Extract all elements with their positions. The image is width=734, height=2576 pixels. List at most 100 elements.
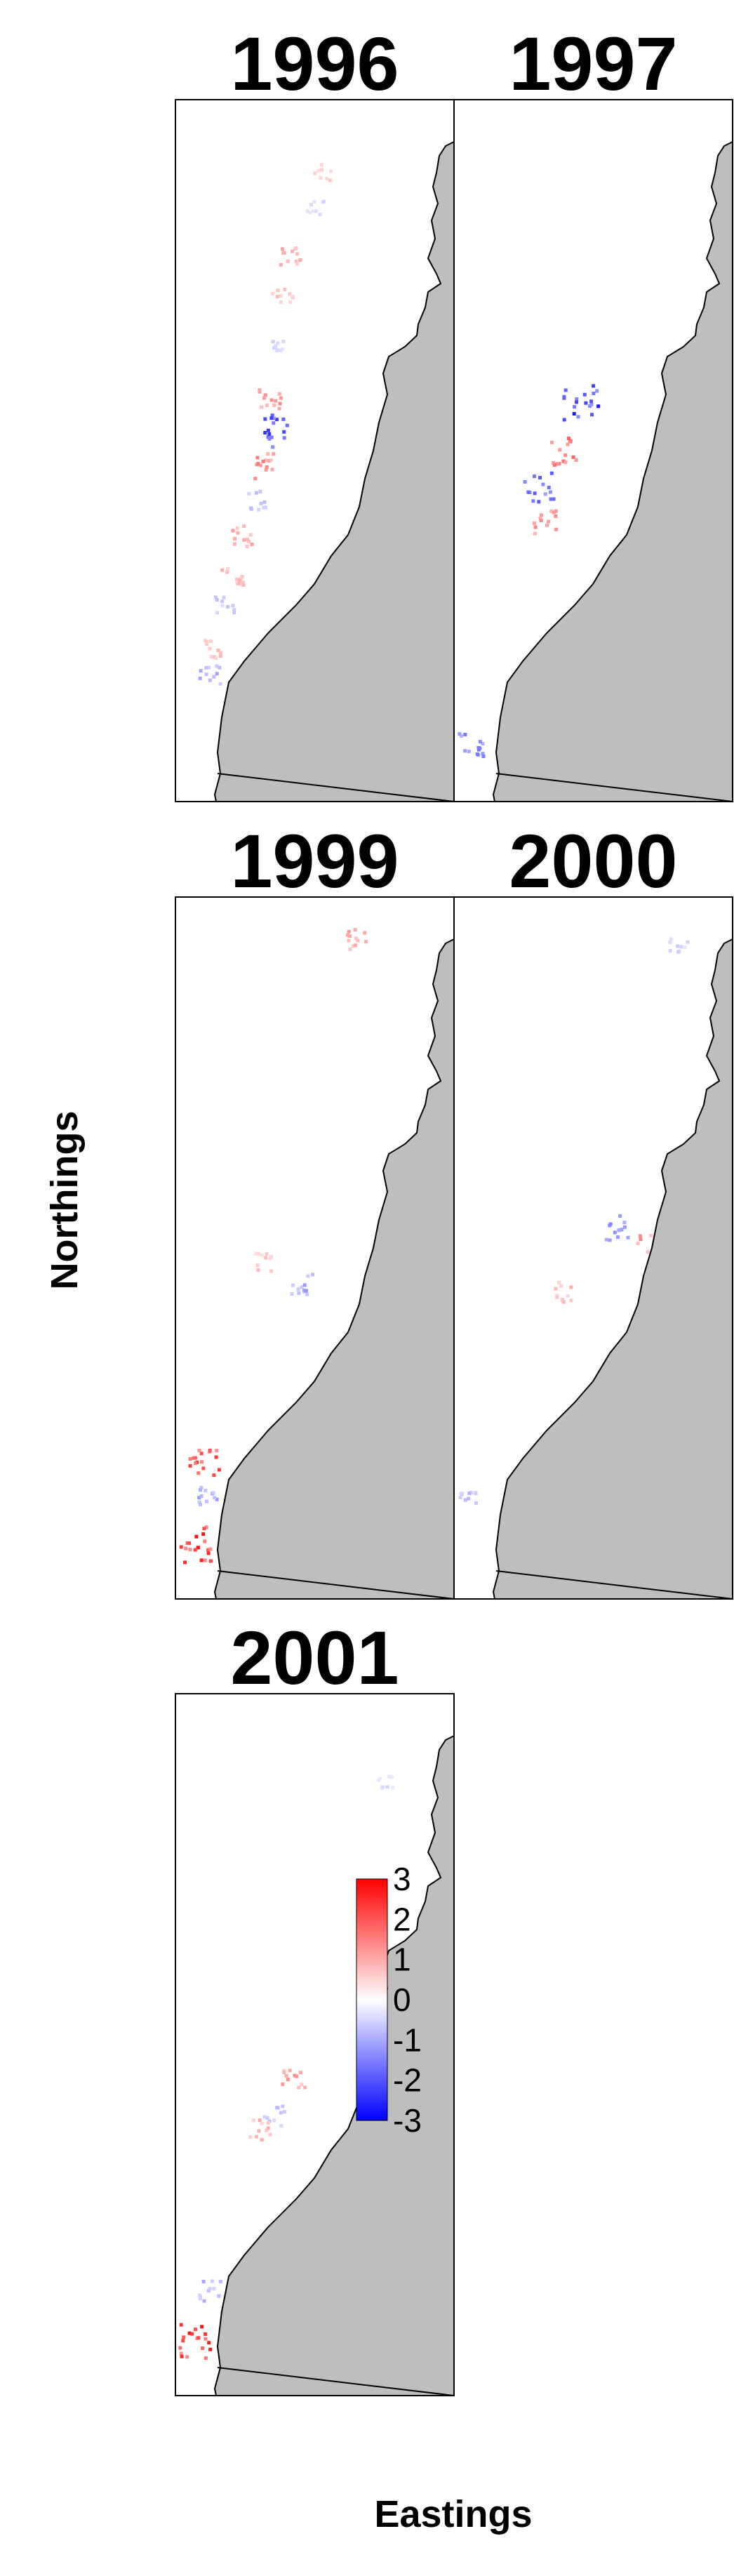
anomaly-cell — [554, 509, 558, 513]
anomaly-cell — [185, 2355, 189, 2359]
anomaly-cell — [277, 406, 281, 411]
anomaly-cell — [253, 477, 258, 481]
anomaly-cell — [215, 672, 219, 676]
anomaly-cell — [284, 2073, 288, 2078]
anomaly-cell — [215, 611, 220, 615]
anomaly-cell — [233, 542, 236, 546]
anomaly-cell — [256, 462, 260, 466]
anomaly-cell — [281, 247, 284, 251]
anomaly-cell — [279, 263, 283, 267]
anomaly-cell — [199, 669, 203, 673]
anomaly-cell — [254, 491, 258, 495]
anomaly-cell — [318, 213, 322, 217]
anomaly-cell — [622, 1221, 627, 1225]
anomaly-cell — [196, 1546, 200, 1550]
anomaly-cell — [241, 580, 245, 585]
anomaly-cell — [247, 540, 251, 543]
anomaly-cell — [363, 931, 367, 935]
panel-title: 2000 — [509, 818, 677, 903]
anomaly-cell — [203, 639, 207, 643]
anomaly-cell — [540, 513, 543, 517]
anomaly-cell — [272, 416, 276, 420]
anomaly-cell — [304, 1289, 308, 1293]
anomaly-cell — [476, 746, 481, 750]
anomaly-cell — [235, 581, 239, 585]
anomaly-cell — [188, 1457, 192, 1461]
anomaly-cell — [226, 604, 230, 609]
anomaly-cell — [575, 397, 579, 401]
anomaly-cell — [686, 940, 690, 944]
anomaly-cell — [203, 1539, 207, 1543]
anomaly-cell — [563, 453, 568, 457]
anomaly-cell — [222, 595, 226, 599]
anomaly-cell — [556, 1280, 561, 1284]
anomaly-cell — [250, 543, 254, 547]
panel-frame — [175, 1693, 455, 2396]
anomaly-cell — [263, 431, 267, 434]
x-axis-label: Eastings — [374, 2493, 532, 2535]
anomaly-cell — [279, 396, 283, 400]
anomaly-cell — [258, 489, 262, 493]
anomaly-cell — [272, 2118, 276, 2123]
anomaly-cell — [328, 178, 332, 182]
anomaly-cell — [182, 2335, 186, 2339]
anomaly-cell — [258, 2118, 262, 2123]
anomaly-cell — [203, 2332, 208, 2336]
anomaly-cell — [467, 1492, 472, 1495]
anomaly-cell — [291, 249, 294, 253]
anomaly-cell — [180, 2354, 184, 2358]
panels-layer: 1996 1997 1999 2000 2001 — [175, 21, 733, 2396]
anomaly-cell — [264, 458, 268, 463]
anomaly-cell — [216, 649, 220, 653]
anomaly-cell — [276, 288, 280, 293]
anomaly-cell — [266, 428, 270, 432]
anomaly-cell — [199, 2297, 202, 2301]
anomaly-cell — [298, 258, 302, 262]
anomaly-cell — [282, 430, 286, 434]
anomaly-cell — [233, 537, 237, 540]
anomaly-cell — [545, 523, 549, 527]
anomaly-cell — [286, 259, 290, 263]
anomaly-cell — [194, 1534, 199, 1539]
anomaly-cell — [319, 175, 323, 180]
anomaly-cell — [213, 595, 218, 599]
anomaly-cell — [263, 417, 267, 421]
anomaly-cell — [220, 604, 225, 608]
anomaly-cell — [481, 755, 486, 758]
land-mass — [215, 100, 454, 802]
anomaly-cell — [552, 497, 556, 501]
anomaly-cell — [481, 752, 485, 756]
anomaly-cell — [190, 2332, 194, 2336]
anomaly-cell — [262, 2115, 267, 2119]
anomaly-cell — [297, 1291, 301, 1295]
colorbar: 3 2 10-1 -2-3 — [356, 1861, 422, 2139]
anomaly-cell — [679, 945, 683, 949]
anomaly-cell — [205, 642, 209, 646]
anomaly-cell — [325, 177, 329, 181]
anomaly-cell — [269, 416, 274, 420]
anomaly-cell — [218, 654, 222, 658]
anomaly-cell — [592, 392, 596, 395]
anomaly-cell — [248, 2135, 253, 2139]
anomaly-cell — [208, 1449, 212, 1454]
anomaly-cell — [475, 752, 479, 756]
anomaly-cell — [202, 1527, 206, 1531]
anomaly-cell — [257, 2129, 261, 2133]
anomaly-cell — [279, 2111, 283, 2115]
anomaly-cell — [312, 199, 316, 204]
anomaly-cell — [523, 480, 527, 484]
anomaly-cell — [269, 435, 274, 439]
anomaly-cell — [552, 510, 556, 514]
anomaly-cell — [538, 476, 542, 479]
anomaly-cell — [618, 1214, 622, 1218]
anomaly-cell — [313, 171, 317, 175]
anomaly-cell — [262, 505, 266, 510]
border-line — [495, 1570, 733, 1600]
anomaly-cell — [463, 749, 467, 753]
anomaly-cell — [282, 251, 286, 255]
anomaly-cell — [203, 1489, 208, 1493]
anomaly-cell — [183, 1560, 187, 1565]
anomaly-cell — [279, 2124, 283, 2128]
anomaly-cell — [557, 462, 561, 466]
anomaly-cell — [348, 934, 352, 938]
